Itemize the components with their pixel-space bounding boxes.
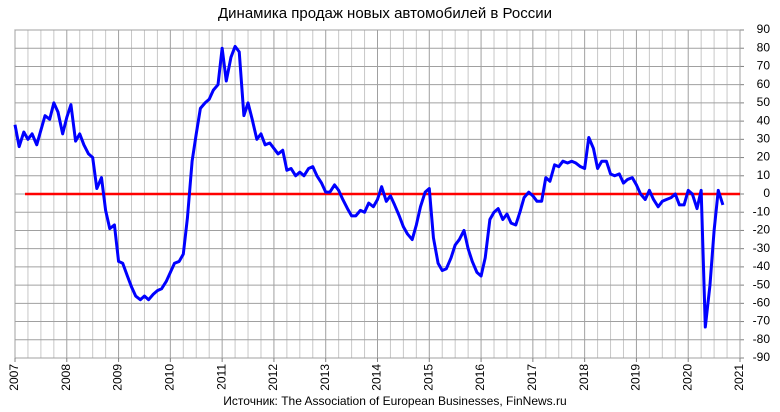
- y-tick-label: -90: [753, 350, 771, 364]
- y-tick-label: -50: [753, 277, 771, 291]
- x-tick-label: 2009: [111, 364, 125, 391]
- x-tick-label: 2015: [421, 364, 435, 391]
- x-tick-label: 2016: [473, 364, 487, 391]
- x-tick-label: 2013: [318, 364, 332, 391]
- y-tick-label: -70: [753, 314, 771, 328]
- x-tick-label: 2008: [59, 364, 73, 391]
- y-tick-label: -40: [753, 259, 771, 273]
- x-tick-label: 2014: [370, 364, 384, 391]
- x-tick-label: 2020: [680, 364, 694, 391]
- x-tick-label: 2017: [525, 364, 539, 391]
- y-tick-label: 10: [757, 168, 771, 182]
- x-tick-label: 2012: [266, 364, 280, 391]
- y-tick-label: 40: [757, 113, 771, 127]
- x-tick-label: 2011: [214, 364, 228, 390]
- y-tick-label: 70: [757, 59, 771, 73]
- y-tick-label: 80: [757, 40, 771, 54]
- x-tick-label: 2021: [732, 364, 746, 391]
- y-tick-label: 0: [763, 186, 770, 200]
- y-tick-label: -20: [753, 223, 771, 237]
- data-line: [13, 44, 725, 329]
- y-tick-label: -10: [753, 204, 771, 218]
- x-tick-label: 2007: [7, 364, 21, 391]
- y-tick-label: 20: [757, 150, 771, 164]
- y-tick-label: -60: [753, 296, 771, 310]
- x-tick-label: 2018: [577, 364, 591, 391]
- x-tick-label: 2019: [629, 364, 643, 391]
- y-tick-label: 90: [757, 22, 771, 36]
- x-tick-label: 2010: [163, 364, 177, 391]
- y-tick-label: -80: [753, 332, 771, 346]
- chart-title: Динамика продаж новых автомобилей в Росс…: [218, 5, 552, 22]
- source-note: Источник: The Association of European Bu…: [223, 394, 566, 408]
- y-tick-label: 50: [757, 95, 771, 109]
- y-tick-label: -30: [753, 241, 771, 255]
- y-tick-label: 60: [757, 77, 771, 91]
- y-tick-label: 30: [757, 132, 771, 146]
